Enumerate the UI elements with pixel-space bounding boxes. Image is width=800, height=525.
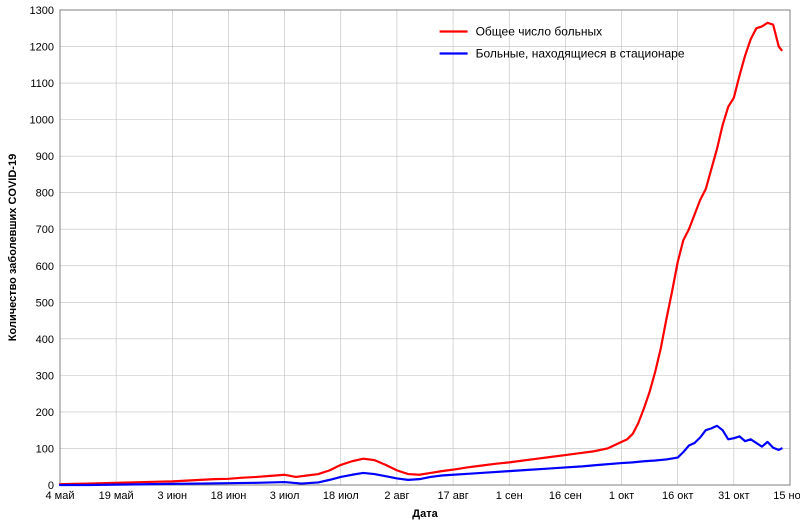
x-tick-label: 3 июн [157, 490, 187, 502]
x-tick-label: 1 сен [496, 490, 523, 502]
y-tick-label: 100 [36, 443, 54, 455]
line-chart: 0100200300400500600700800900100011001200… [0, 0, 800, 525]
y-tick-label: 500 [36, 297, 54, 309]
x-tick-label: 16 окт [662, 490, 693, 502]
x-tick-label: 16 сен [549, 490, 582, 502]
y-tick-label: 400 [36, 334, 54, 346]
y-tick-label: 900 [36, 151, 54, 163]
x-tick-label: 15 ноя [773, 490, 800, 502]
x-tick-label: 1 окт [609, 490, 634, 502]
y-tick-label: 600 [36, 261, 54, 273]
y-tick-label: 1300 [30, 5, 54, 17]
chart-svg: 0100200300400500600700800900100011001200… [0, 0, 800, 525]
x-tick-label: 18 июн [211, 490, 247, 502]
y-tick-label: 800 [36, 188, 54, 200]
x-tick-label: 19 май [99, 490, 134, 502]
y-tick-label: 1200 [30, 42, 54, 54]
y-axis-label: Количество заболевших COVID-19 [7, 154, 19, 341]
legend-label: Больные, находящиеся в стационаре [476, 47, 685, 61]
y-tick-label: 300 [36, 370, 54, 382]
x-tick-label: 4 май [46, 490, 75, 502]
x-tick-label: 2 авг [384, 490, 409, 502]
x-tick-label: 3 июл [270, 490, 300, 502]
x-tick-label: 31 окт [718, 490, 749, 502]
y-tick-label: 700 [36, 224, 54, 236]
x-tick-label: 18 июл [323, 490, 359, 502]
legend-label: Общее число больных [476, 25, 603, 39]
y-tick-label: 1100 [30, 78, 54, 90]
x-axis-label: Дата [412, 508, 438, 520]
y-tick-label: 200 [36, 407, 54, 419]
x-tick-label: 17 авг [437, 490, 468, 502]
y-tick-label: 1000 [30, 115, 54, 127]
